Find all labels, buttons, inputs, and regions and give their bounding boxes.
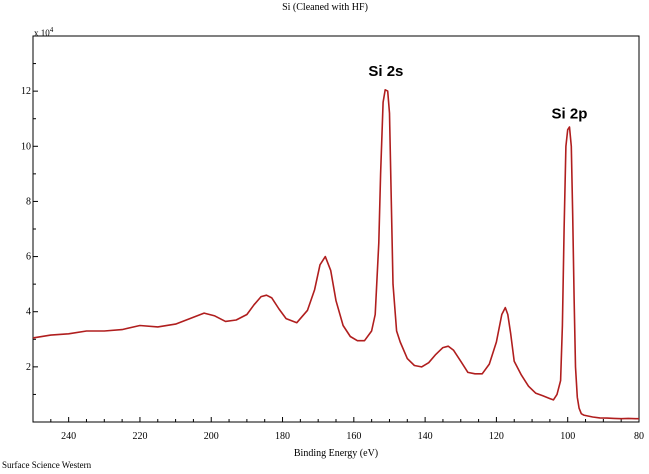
x-tick-label: 240 [61,431,76,442]
footer-text: Surface Science Western [2,460,92,470]
chart-title: Si (Cleaned with HF) [282,2,368,13]
x-tick-label: 220 [132,431,147,442]
y-tick-label: 2 [26,362,31,373]
x-tick-label: 80 [634,431,644,442]
y-multiplier: x 104 [34,26,54,38]
y-tick-label: 6 [26,252,31,263]
y-tick-label: 12 [21,86,31,97]
x-axis-label: Binding Energy (eV) [294,448,378,459]
axis-ticks: 240 220 200 180 160 140 120 100 80 2 4 6 8 10 12 [21,63,644,442]
series-group [32,89,639,420]
x-tick-label: 140 [418,431,433,442]
y-tick-label: 8 [26,196,31,207]
peak-annotation: Si 2s [368,63,403,80]
y-tick-label: 10 [21,141,31,152]
x-tick-label: 120 [489,431,504,442]
plot-frame [32,35,640,423]
x-tick-label: 200 [204,431,219,442]
x-tick-label: 160 [346,431,361,442]
peak-annotation: Si 2p [552,106,588,123]
x-tick-label: 100 [560,431,575,442]
x-tick-label: 180 [275,431,290,442]
y-tick-label: 4 [26,307,31,318]
spectrum-line [32,89,639,420]
annotation-group: Si 2s Si 2p [368,63,587,123]
